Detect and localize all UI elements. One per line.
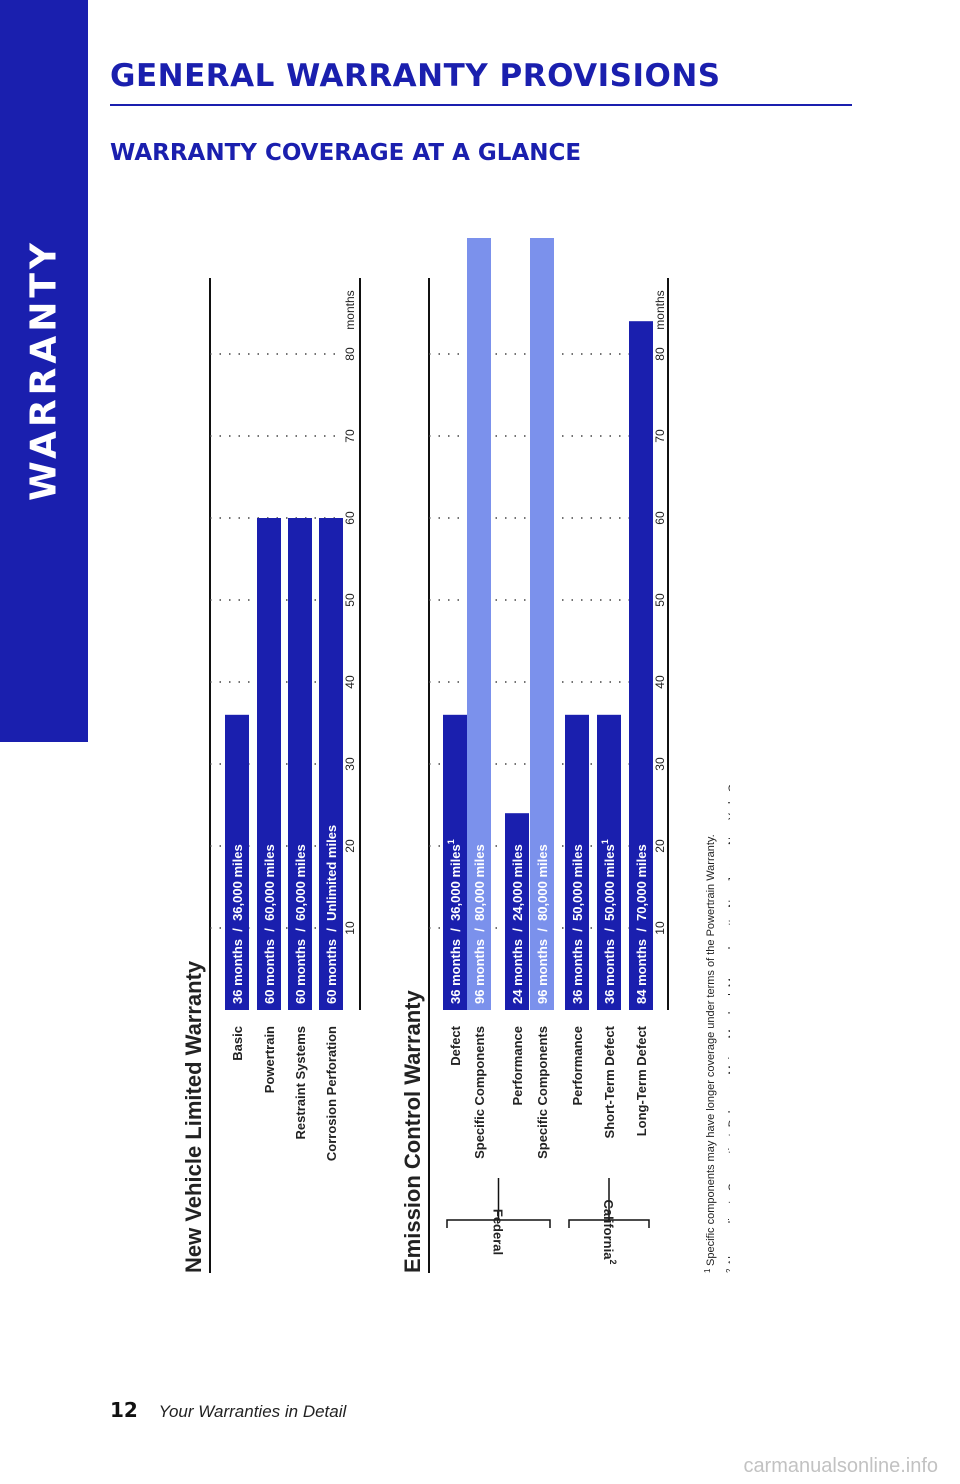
emission-bar-label: 36 months / 50,000 miles1	[600, 839, 617, 1004]
emission-bar	[443, 714, 467, 1010]
emission-row-label: Specific Components	[472, 1026, 487, 1159]
footnote-mark: 2	[608, 1259, 618, 1264]
emission-bar-label: 84 months / 70,000 miles	[634, 844, 649, 1004]
new-vehicle-bar-label: 60 months / Unlimited miles	[324, 825, 339, 1004]
emission-tick-label: 10	[653, 921, 667, 935]
emission-row-label: Specific Components	[535, 1026, 550, 1159]
new-vehicle-tick-label: 10	[343, 921, 357, 935]
emission-bar	[505, 813, 529, 1010]
emission-bar	[597, 714, 621, 1010]
emission-row-label: Defect	[448, 1025, 463, 1065]
new-vehicle-section-title: New Vehicle Limited Warranty	[181, 960, 206, 1273]
new-vehicle-row-label: Restraint Systems	[293, 1026, 308, 1139]
emission-bar	[530, 222, 554, 1010]
watermark: carmanualsonline.info	[743, 1455, 938, 1477]
new-vehicle-tick-label: 80	[343, 347, 357, 361]
emission-bar	[565, 714, 589, 1010]
emission-row-label: Short-Term Defect	[602, 1025, 617, 1138]
emission-bar-label: 96 months / 80,000 miles	[472, 844, 487, 1004]
new-vehicle-tick-label: 60	[343, 511, 357, 525]
title-divider	[110, 104, 852, 106]
footnote-line: Specific components may have longer cove…	[705, 834, 717, 1266]
page-title: GENERAL WARRANTY PROVISIONS	[110, 58, 721, 94]
emission-bar-label: 36 months / 36,000 miles1	[446, 839, 463, 1004]
california-group-label: California2	[601, 1200, 618, 1265]
new-vehicle-bar	[288, 518, 312, 1010]
new-vehicle-tick-label: 70	[343, 429, 357, 443]
footnote-number: 2	[725, 1268, 730, 1273]
new-vehicle-row-label: Powertrain	[262, 1026, 277, 1093]
emission-bar-label: 36 months / 50,000 miles	[570, 844, 585, 1004]
page-number: 12	[110, 1398, 138, 1422]
emission-bar-label: 96 months / 80,000 miles	[535, 844, 550, 1004]
warranty-coverage-chart: New Vehicle Limited Warranty 10 20 30 40 50 60…	[170, 222, 767, 1278]
new-vehicle-tick-label: 30	[343, 757, 357, 771]
emission-tick-label: 60	[653, 511, 667, 525]
footnote-line: Also applies to Connecticut, Delaware, M…	[727, 753, 730, 1266]
emission-tick-label: 70	[653, 429, 667, 443]
footer-section-title: Your Warranties in Detail	[158, 1402, 347, 1421]
new-vehicle-row-label: Corrosion Perforation	[324, 1026, 339, 1161]
warranty-side-tab: WARRANTY	[0, 0, 88, 742]
side-tab-label: WARRANTY	[23, 238, 65, 502]
new-vehicle-bar	[319, 518, 343, 1010]
new-vehicle-axis-unit: months	[343, 290, 357, 329]
emission-row-label: Performance	[510, 1026, 525, 1105]
new-vehicle-bar	[225, 714, 249, 1010]
footnote-mark: 1	[600, 839, 610, 844]
emission-tick-label: 80	[653, 347, 667, 361]
emission-tick-label: 50	[653, 593, 667, 607]
new-vehicle-tick-label: 50	[343, 593, 357, 607]
new-vehicle-bar-label: 36 months / 36,000 miles	[230, 844, 245, 1004]
emission-tick-label: 30	[653, 757, 667, 771]
federal-group-label: Federal	[491, 1209, 506, 1255]
new-vehicle-bar-label: 60 months / 60,000 miles	[262, 844, 277, 1004]
new-vehicle-bar-label: 60 months / 60,000 miles	[293, 844, 308, 1004]
emission-tick-label: 40	[653, 675, 667, 689]
emission-row-label: Long-Term Defect	[634, 1025, 649, 1136]
chart-rotation-wrapper: New Vehicle Limited Warranty 10 20 30 40 50 60…	[170, 222, 767, 1278]
emission-axis-unit: months	[653, 290, 667, 329]
new-vehicle-row-label: Basic	[230, 1026, 245, 1061]
page-subtitle: WARRANTY COVERAGE AT A GLANCE	[110, 140, 582, 166]
footnote-number: 1	[703, 1268, 712, 1273]
chart-canvas: New Vehicle Limited Warranty 10 20 30 40 50 60…	[181, 222, 767, 1273]
new-vehicle-tick-label: 20	[343, 839, 357, 853]
footnote-mark: 1	[446, 839, 456, 844]
emission-tick-label: 20	[653, 839, 667, 853]
emission-bar	[467, 222, 491, 1010]
emission-section-title: Emission Control Warranty	[400, 989, 425, 1273]
new-vehicle-tick-label: 40	[343, 675, 357, 689]
new-vehicle-bar	[257, 518, 281, 1010]
emission-bar-label: 24 months / 24,000 miles	[510, 844, 525, 1004]
page-footer: 12 Your Warranties in Detail	[110, 1398, 346, 1422]
emission-row-label: Performance	[570, 1026, 585, 1105]
emission-bar	[629, 321, 653, 1010]
